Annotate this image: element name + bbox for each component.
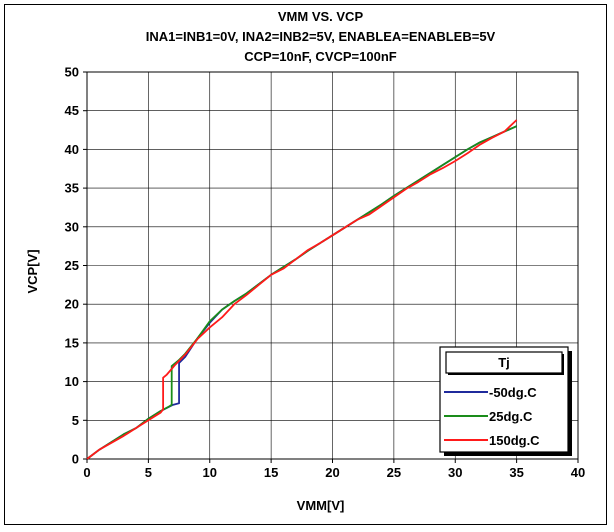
y-tick-label: 25 — [65, 258, 79, 273]
x-tick-label: 30 — [448, 465, 462, 480]
y-axis-label: VCP[V] — [25, 249, 40, 293]
y-tick-label: 0 — [72, 452, 79, 467]
x-tick-label: 35 — [509, 465, 523, 480]
chart-title-line: CCP=10nF, CVCP=100nF — [244, 49, 397, 64]
chart-title-line: INA1=INB1=0V, INA2=INB2=5V, ENABLEA=ENAB… — [146, 29, 496, 44]
x-tick-label: 15 — [264, 465, 278, 480]
y-tick-label: 40 — [65, 142, 79, 157]
legend-title-box — [445, 351, 563, 374]
legend-label-0: -50dg.C — [489, 385, 537, 400]
chart-title-line: VMM VS. VCP — [278, 9, 364, 24]
grid — [87, 72, 578, 459]
y-tick-label: 50 — [65, 65, 79, 80]
y-tick-label: 20 — [65, 297, 79, 312]
y-tick-label: 45 — [65, 103, 79, 118]
legend-title: Tj — [498, 355, 510, 370]
x-tick-label: 0 — [83, 465, 90, 480]
x-tick-label: 25 — [387, 465, 401, 480]
series-group — [86, 119, 518, 460]
x-tick-label: 20 — [325, 465, 339, 480]
axes: 0 5 10 15 20 25 30 35 40 0 5 10 15 20 25 30 35 40 45 50 — [65, 65, 586, 481]
x-axis-label: VMM[V] — [297, 498, 345, 513]
legend: Tj -50dg.C 25dg.C 150dg.C — [439, 346, 572, 456]
chart-frame: VMM VS. VCP INA1=INB1=0V, INA2=INB2=5V, E… — [4, 4, 607, 525]
series-line-2 — [86, 119, 518, 460]
legend-label-1: 25dg.C — [489, 409, 533, 424]
chart-title: VMM VS. VCP INA1=INB1=0V, INA2=INB2=5V, E… — [146, 9, 496, 64]
x-tick-label: 10 — [203, 465, 217, 480]
y-tick-label: 30 — [65, 219, 79, 234]
legend-label-2: 150dg.C — [489, 433, 540, 448]
y-tick-label: 10 — [65, 374, 79, 389]
chart-svg: VMM VS. VCP INA1=INB1=0V, INA2=INB2=5V, E… — [25, 9, 586, 513]
y-tick-label: 5 — [72, 413, 79, 428]
y-tick-label: 15 — [65, 335, 79, 350]
x-tick-label: 40 — [571, 465, 585, 480]
x-tick-label: 5 — [145, 465, 152, 480]
y-tick-label: 35 — [65, 181, 79, 196]
